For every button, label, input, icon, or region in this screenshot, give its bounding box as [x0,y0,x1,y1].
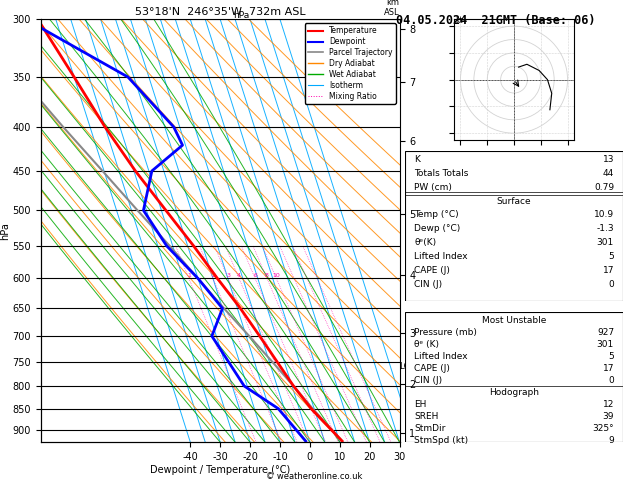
Text: km
ASL: km ASL [384,0,399,17]
Text: 4: 4 [237,274,241,278]
Text: 44: 44 [603,169,614,178]
X-axis label: Dewpoint / Temperature (°C): Dewpoint / Temperature (°C) [150,465,291,475]
Text: 0: 0 [608,376,614,385]
Text: Dewp (°C): Dewp (°C) [414,225,460,233]
Text: 325°: 325° [593,424,614,433]
Legend: Temperature, Dewpoint, Parcel Trajectory, Dry Adiabat, Wet Adiabat, Isotherm, Mi: Temperature, Dewpoint, Parcel Trajectory… [304,23,396,104]
FancyBboxPatch shape [405,151,623,301]
Text: 5: 5 [608,352,614,361]
Text: 8: 8 [265,274,269,278]
Text: kt: kt [455,17,463,25]
Text: θᵉ (K): θᵉ (K) [414,340,439,349]
Text: StmSpd (kt): StmSpd (kt) [414,436,468,445]
Text: Lifted Index: Lifted Index [414,352,467,361]
Text: 04.05.2024  21GMT (Base: 06): 04.05.2024 21GMT (Base: 06) [396,14,596,27]
Title: 53°18'N  246°35'W  732m ASL: 53°18'N 246°35'W 732m ASL [135,7,306,17]
Text: © weatheronline.co.uk: © weatheronline.co.uk [266,472,363,481]
Text: -1.3: -1.3 [596,225,614,233]
Text: SREH: SREH [414,412,438,421]
Text: LCL: LCL [399,363,415,371]
Text: StmDir: StmDir [414,424,445,433]
Text: EH: EH [414,399,426,409]
Text: PW (cm): PW (cm) [414,183,452,192]
Text: 39: 39 [603,412,614,421]
Text: CAPE (J): CAPE (J) [414,266,450,275]
Text: 13: 13 [603,155,614,164]
Text: 5: 5 [608,252,614,261]
Text: Pressure (mb): Pressure (mb) [414,328,477,337]
Text: 301: 301 [597,340,614,349]
Text: CIN (J): CIN (J) [414,376,442,385]
Text: 10: 10 [272,274,281,278]
Text: 17: 17 [603,364,614,373]
Text: 17: 17 [603,266,614,275]
Text: 0: 0 [608,280,614,289]
Text: 12: 12 [603,399,614,409]
Text: 10.9: 10.9 [594,210,614,220]
Text: 0.79: 0.79 [594,183,614,192]
Text: Hodograph: Hodograph [489,388,539,397]
Text: 6: 6 [253,274,257,278]
Text: Mixing Ratio (g/kg): Mixing Ratio (g/kg) [414,191,423,271]
Text: CAPE (J): CAPE (J) [414,364,450,373]
Text: 927: 927 [597,328,614,337]
FancyBboxPatch shape [405,312,623,442]
Text: Most Unstable: Most Unstable [482,316,546,325]
Y-axis label: hPa: hPa [0,222,10,240]
Text: θᵉ(K): θᵉ(K) [414,238,436,247]
Text: 1: 1 [187,274,191,278]
Text: Surface: Surface [497,197,532,206]
Text: Lifted Index: Lifted Index [414,252,467,261]
Text: 9: 9 [608,436,614,445]
Text: 2: 2 [211,274,215,278]
Text: Temp (°C): Temp (°C) [414,210,459,220]
Text: 3: 3 [226,274,230,278]
Text: K: K [414,155,420,164]
Text: hPa: hPa [233,11,249,20]
Text: Totals Totals: Totals Totals [414,169,469,178]
Text: 301: 301 [597,238,614,247]
Text: CIN (J): CIN (J) [414,280,442,289]
